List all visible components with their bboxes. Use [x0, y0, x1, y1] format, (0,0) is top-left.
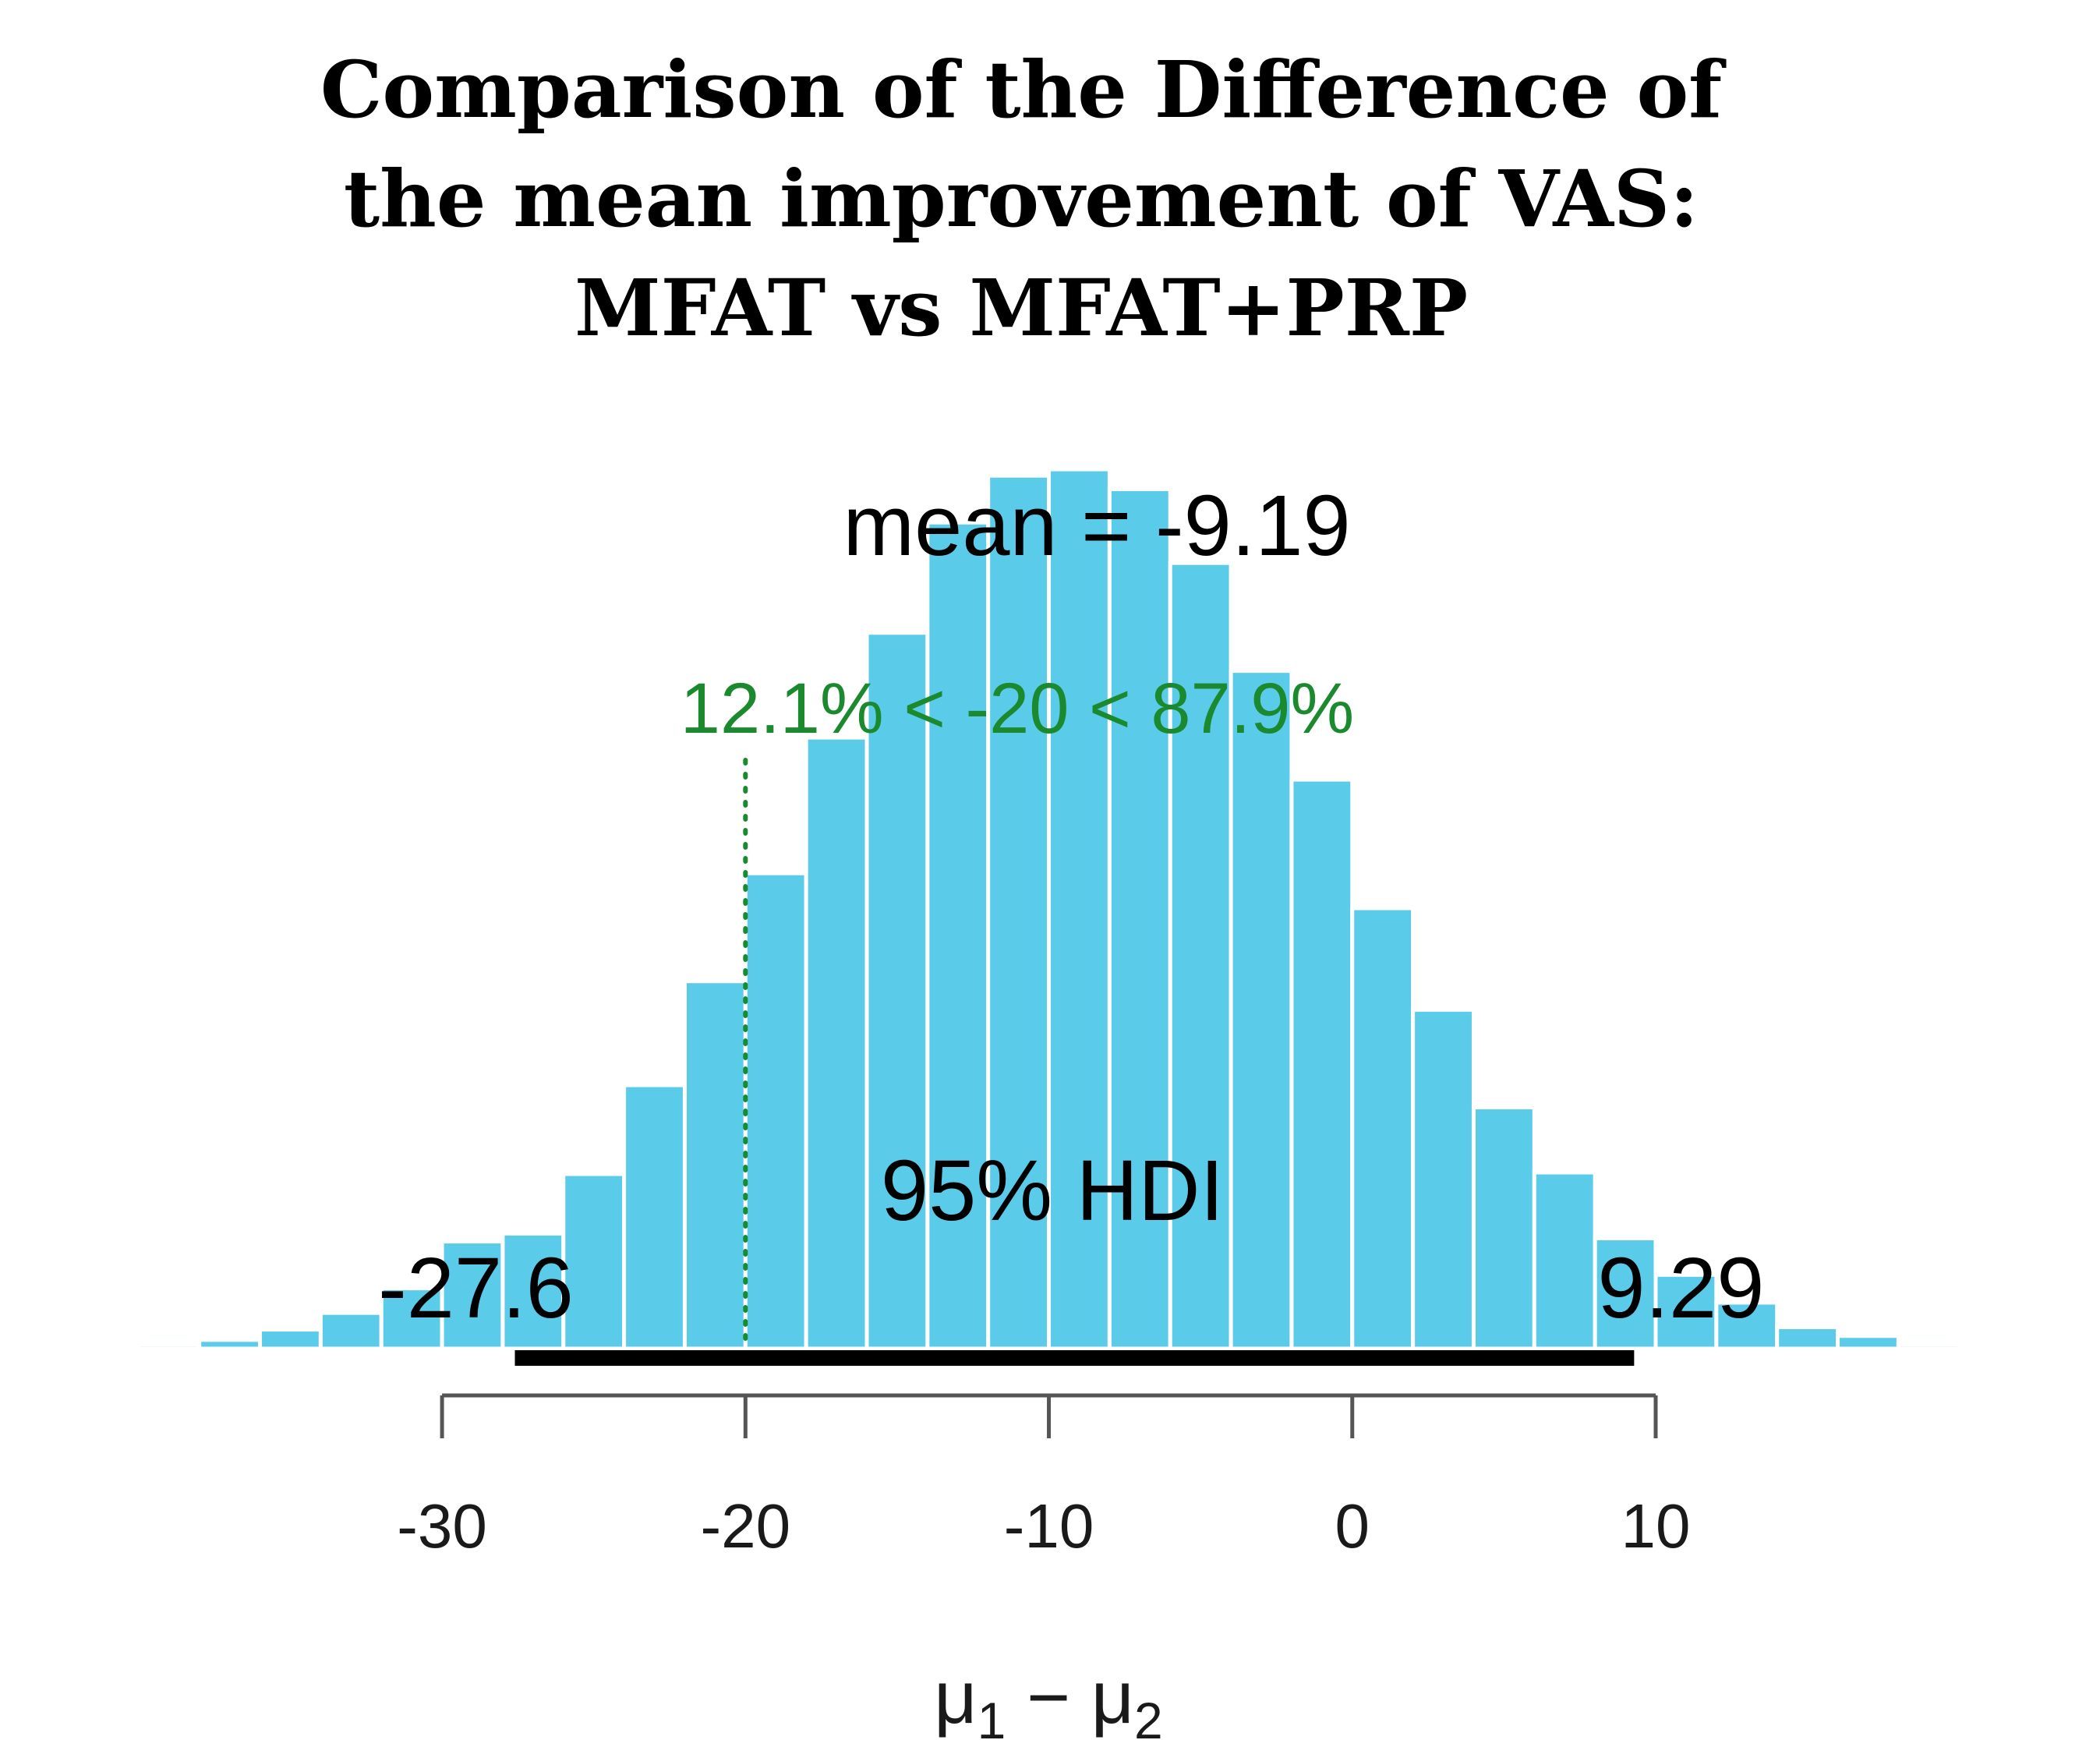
hdi-low-label: -27.6	[378, 1240, 574, 1336]
x-axis-tick-label: -30	[397, 1491, 487, 1561]
histogram-bar	[1350, 906, 1416, 1351]
x-axis-label-mu1: μ	[934, 1656, 977, 1739]
histogram-bar	[1896, 1342, 1961, 1351]
histogram-bar	[1229, 669, 1294, 1351]
histogram-bar	[682, 979, 748, 1351]
histogram-bar	[1775, 1325, 1840, 1351]
histogram-bar	[1532, 1170, 1597, 1351]
x-axis-label: μ1 − μ2	[934, 1656, 1162, 1747]
x-axis-label-sub2: 2	[1134, 1692, 1163, 1747]
chart-title: Comparison of the Difference of the mean…	[320, 44, 1727, 354]
x-axis-label-sub1: 1	[978, 1692, 1006, 1747]
x-axis-tick-label: -10	[1004, 1491, 1094, 1561]
histogram-bar	[1107, 486, 1172, 1351]
hdi-label: 95% HDI	[881, 1143, 1224, 1239]
mean-label: mean = -9.19	[843, 478, 1350, 574]
title-line-2: the mean improvement of VAS:	[344, 153, 1699, 245]
histogram-bar	[1593, 1236, 1658, 1351]
histogram-bar	[318, 1310, 384, 1351]
x-axis: -30 -20 -10 0 10	[397, 1393, 1691, 1561]
histogram-bar	[379, 1286, 444, 1351]
histogram-bar	[76, 1345, 141, 1351]
histogram-bar	[743, 871, 808, 1351]
histogram-bar	[1289, 777, 1355, 1351]
x-axis-tick-label: 0	[1335, 1491, 1370, 1561]
histogram-bar	[1957, 1346, 2022, 1352]
histogram-bar	[622, 1083, 687, 1351]
histogram-bar	[197, 1338, 263, 1351]
histogram-bars	[76, 467, 2022, 1352]
title-line-3: MFAT vs MFAT+PRP	[574, 262, 1468, 354]
histogram-bar	[258, 1328, 323, 1351]
histogram-bar	[986, 473, 1052, 1351]
histogram-bar	[864, 631, 930, 1351]
hdi-high-label: 9.29	[1597, 1240, 1764, 1336]
x-axis-label-minus: −	[1006, 1656, 1091, 1739]
histogram-bar	[1168, 561, 1233, 1351]
histogram-bar	[1836, 1334, 1900, 1351]
histogram-bar	[500, 1231, 566, 1351]
x-axis-tick-label: -20	[700, 1491, 790, 1561]
histogram-bar	[1411, 1007, 1476, 1351]
x-axis-label-mu2: μ	[1091, 1656, 1134, 1739]
comparison-label: 12.1% < -20 < 87.9%	[681, 669, 1354, 748]
title-line-1: Comparison of the Difference of	[320, 44, 1727, 136]
x-axis-tick-label: 10	[1621, 1491, 1691, 1561]
histogram-bar	[804, 735, 869, 1351]
histogram-bar	[136, 1342, 202, 1351]
histogram-bar	[1471, 1105, 1536, 1351]
